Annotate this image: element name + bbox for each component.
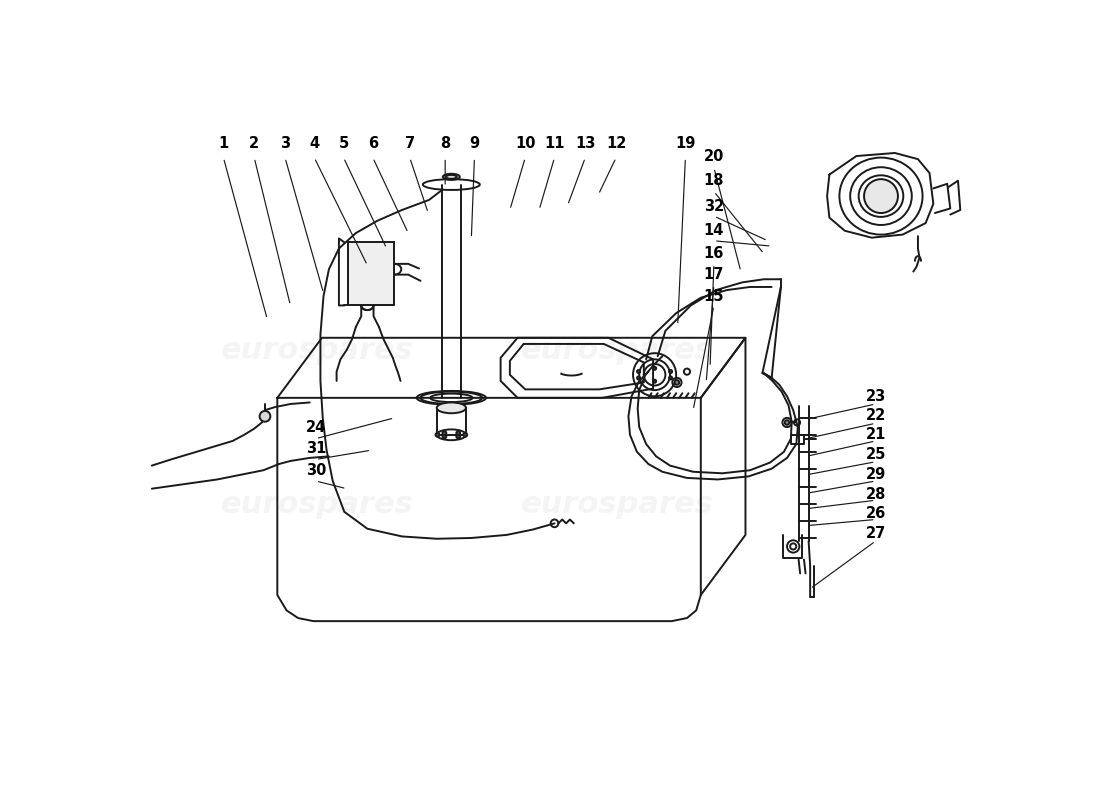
Text: 1: 1: [218, 136, 229, 151]
Text: 11: 11: [544, 136, 564, 151]
Circle shape: [456, 434, 460, 438]
Circle shape: [436, 433, 439, 437]
Bar: [348, 242, 394, 306]
Text: 9: 9: [470, 136, 480, 151]
Text: eurospares: eurospares: [221, 336, 414, 365]
Text: 17: 17: [704, 267, 724, 282]
Text: 21: 21: [866, 427, 886, 442]
Circle shape: [653, 380, 656, 382]
Text: 4: 4: [309, 136, 319, 151]
Text: 8: 8: [440, 136, 450, 151]
Circle shape: [637, 370, 640, 373]
Circle shape: [463, 433, 467, 437]
Text: 29: 29: [866, 467, 886, 482]
Text: eurospares: eurospares: [221, 490, 414, 518]
Ellipse shape: [437, 402, 466, 414]
Circle shape: [637, 377, 640, 379]
Text: 3: 3: [279, 136, 290, 151]
Text: 15: 15: [704, 289, 724, 304]
Text: 5: 5: [339, 136, 349, 151]
Circle shape: [674, 380, 680, 385]
Text: 22: 22: [866, 408, 886, 423]
Ellipse shape: [443, 174, 460, 180]
Text: 18: 18: [704, 173, 724, 188]
Text: eurospares: eurospares: [521, 336, 714, 365]
Text: 13: 13: [575, 136, 595, 151]
Text: 12: 12: [606, 136, 626, 151]
Text: 30: 30: [306, 463, 326, 478]
Circle shape: [784, 420, 790, 425]
Text: 23: 23: [866, 389, 886, 404]
Text: 14: 14: [704, 223, 724, 238]
Circle shape: [865, 179, 898, 213]
Text: eurospares: eurospares: [521, 490, 714, 518]
Circle shape: [653, 366, 656, 370]
Text: 31: 31: [306, 441, 326, 456]
Text: 26: 26: [866, 506, 886, 521]
Circle shape: [669, 370, 672, 373]
Text: 32: 32: [704, 198, 724, 214]
Text: 7: 7: [405, 136, 415, 151]
Circle shape: [260, 411, 271, 422]
Circle shape: [669, 377, 672, 379]
Text: 16: 16: [704, 246, 724, 262]
Text: 24: 24: [306, 419, 326, 434]
Text: 19: 19: [675, 136, 695, 151]
Text: 6: 6: [367, 136, 378, 151]
Text: 10: 10: [515, 136, 536, 151]
Text: 20: 20: [704, 149, 724, 163]
Text: 2: 2: [249, 136, 260, 151]
Circle shape: [442, 431, 447, 435]
Circle shape: [456, 431, 460, 435]
Text: 27: 27: [866, 526, 886, 541]
Text: 28: 28: [866, 486, 886, 502]
Circle shape: [442, 434, 447, 438]
Text: 25: 25: [866, 446, 886, 462]
